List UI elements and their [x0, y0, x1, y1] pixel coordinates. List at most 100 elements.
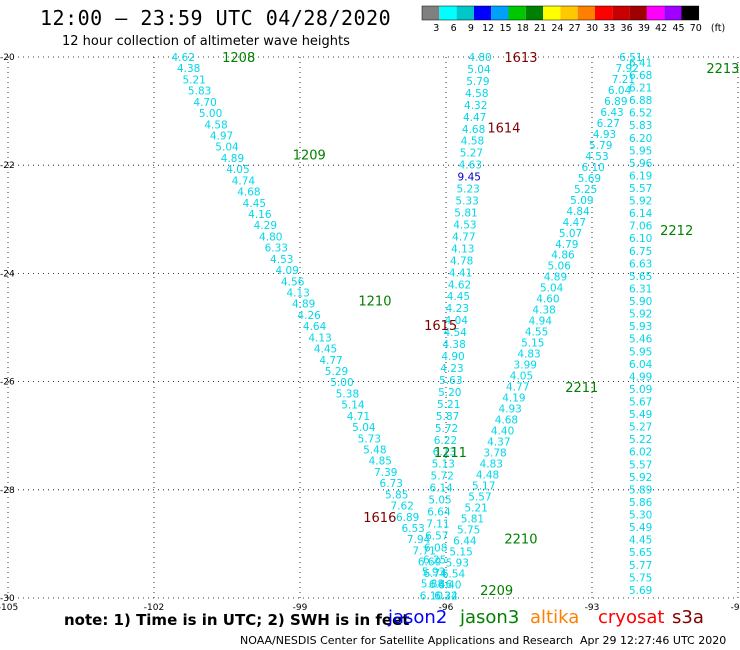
wave-height-point: 5.79 [466, 76, 489, 88]
wave-height-point: 6.44 [453, 535, 477, 547]
wave-height-point: 4.89 [221, 153, 244, 165]
wave-height-point: 4.13 [308, 332, 331, 344]
track-time-label: 1210 [358, 294, 391, 309]
wave-height-point: 5.75 [457, 524, 480, 536]
wave-height-point: 5.93 [629, 321, 652, 333]
wave-height-point: 3.99 [514, 360, 537, 372]
wave-height-point: 4.68 [237, 187, 260, 199]
track-time-label: 2210 [504, 532, 537, 547]
wave-height-point: 4.85 [369, 456, 392, 468]
legend-label: 30 [586, 23, 598, 34]
wave-height-point: 4.32 [464, 100, 487, 112]
wave-height-point: 7.39 [374, 467, 397, 479]
wave-height-point: 5.69 [629, 585, 652, 597]
wave-height-point: 5.07 [559, 228, 582, 240]
wave-height-point: 4.38 [532, 305, 555, 317]
wave-height-point: 6.04 [608, 85, 632, 97]
wave-height-point: 6.21 [629, 83, 652, 95]
x-tick-label: -105 [0, 603, 18, 613]
legend-label: 15 [499, 23, 511, 34]
wave-height-point: 6.25 [423, 554, 446, 566]
wave-height-point: 5.30 [629, 510, 652, 522]
legend-swatch [629, 6, 647, 20]
wave-height-point: 6.69 [418, 557, 441, 569]
wave-height-point: 5.63 [439, 375, 462, 387]
wave-height-point: 5.15 [521, 338, 544, 350]
wave-height-point: 4.84 [566, 206, 590, 218]
wave-height-point: 4.47 [563, 217, 586, 229]
wave-height-point: 6.75 [629, 246, 652, 258]
track-time-label: 1616 [363, 511, 396, 526]
legend-label: 45 [672, 23, 684, 34]
wave-height-point: 5.92 [629, 196, 652, 208]
legend-swatch [560, 6, 578, 20]
wave-height-point: 5.33 [455, 196, 478, 208]
legend-label: 36 [621, 23, 633, 34]
satellite-cryosat-label: cryosat [598, 607, 665, 628]
altimeter-tracks: 4.624.385.215.834.705.004.584.975.044.89… [172, 52, 653, 602]
wave-height-point: 6.10 [581, 162, 604, 174]
wave-height-point: 4.83 [480, 458, 503, 470]
wave-height-point: 4.86 [551, 250, 575, 262]
wave-height-point: 4.38 [442, 339, 465, 351]
track-time-label: 1211 [434, 446, 467, 461]
wave-height-point: 4.55 [525, 327, 548, 339]
wave-height-point: 6.14 [429, 483, 453, 495]
wave-height-point: 9.45 [458, 172, 481, 184]
wave-height-point: 7.21 [612, 74, 635, 86]
wave-height-point: 7.94 [407, 534, 431, 546]
wave-height-point: 4.58 [461, 136, 484, 148]
wave-height-point: 5.81 [454, 208, 477, 220]
wave-height-point: 5.04 [540, 283, 564, 295]
wave-height-point: 4.16 [248, 209, 272, 221]
wave-height-point: 4.79 [555, 239, 578, 251]
wave-height-point: 5.17 [472, 480, 495, 492]
wave-height-point: 6.89 [604, 96, 627, 108]
legend-frame [421, 5, 700, 21]
wave-height-point: 4.48 [476, 469, 499, 481]
wave-height-point: 6.88 [629, 95, 652, 107]
wave-height-point: 7.62 [391, 501, 414, 513]
y-tick-label: -22 [0, 161, 15, 171]
generated-timestamp: Apr 29 12:27:46 UTC 2020 [580, 634, 727, 647]
wave-height-point: 4.13 [286, 288, 309, 300]
wave-height-point: 7.06 [629, 221, 653, 233]
wave-height-point: 6.51 [619, 52, 642, 64]
wave-height-point: 6.34 [434, 590, 458, 602]
legend-swatch [508, 6, 526, 20]
wave-height-point: 5.57 [629, 459, 652, 471]
wave-height-point: 5.88 [421, 578, 444, 590]
wave-height-point: 6.54 [442, 568, 466, 580]
wave-height-point: 5.09 [570, 195, 593, 207]
wave-height-point: 4.47 [463, 112, 486, 124]
wave-height-point: 4.62 [448, 279, 471, 291]
track-time-label: 1613 [504, 51, 537, 66]
wave-height-point: 5.92 [629, 472, 652, 484]
wave-height-point: 4.41 [449, 267, 472, 279]
legend-swatch [473, 6, 492, 20]
legend-label: 18 [517, 23, 529, 34]
wave-height-point: 7.92 [615, 63, 638, 75]
wave-height-point: 6.64 [427, 507, 451, 519]
units-note: note: 1) Time is in UTC; 2) SWH is in fe… [64, 611, 410, 629]
wave-height-point: 5.57 [468, 491, 491, 503]
legend-swatch [543, 6, 561, 20]
wave-height-point: 3.78 [483, 447, 506, 459]
wave-height-point: 4.05 [226, 164, 249, 176]
credit-line: NOAA/NESDIS Center for Satellite Applica… [240, 634, 574, 647]
wave-height-point: 6.19 [629, 170, 652, 182]
wave-height-point: 4.58 [465, 88, 488, 100]
wave-height-point: 6.57 [425, 530, 448, 542]
wave-height-point: 5.04 [467, 64, 491, 76]
legend-label: 9 [468, 23, 474, 34]
x-tick-label: -93 [585, 603, 600, 613]
wave-height-point: 5.92 [629, 309, 652, 321]
track-time-label: 1209 [293, 148, 326, 163]
wave-height-point: 5.67 [629, 397, 652, 409]
wave-height-point: 4.74 [232, 175, 256, 187]
wave-height-point: 5.49 [629, 409, 652, 421]
wave-height-point: 5.90 [629, 296, 652, 308]
chart-grid [7, 56, 739, 599]
wave-height-point: 5.86 [629, 497, 653, 509]
wave-height-point: 6.14 [629, 208, 653, 220]
